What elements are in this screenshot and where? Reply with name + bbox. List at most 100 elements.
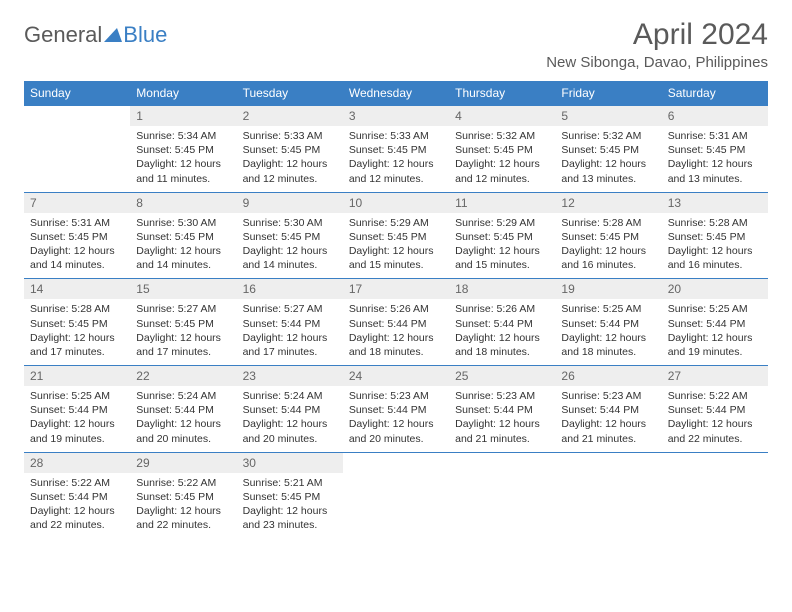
day-day1: Daylight: 12 hours [30, 504, 124, 518]
day-content-cell: Sunrise: 5:28 AMSunset: 5:45 PMDaylight:… [24, 299, 130, 365]
day-content-cell: Sunrise: 5:23 AMSunset: 5:44 PMDaylight:… [343, 386, 449, 452]
day-sunrise: Sunrise: 5:33 AM [349, 129, 443, 143]
day-day1: Daylight: 12 hours [668, 244, 762, 258]
day-content-cell: Sunrise: 5:28 AMSunset: 5:45 PMDaylight:… [662, 213, 768, 279]
day-sunset: Sunset: 5:44 PM [243, 317, 337, 331]
day-sunset: Sunset: 5:44 PM [455, 403, 549, 417]
day-content-cell: Sunrise: 5:21 AMSunset: 5:45 PMDaylight:… [237, 473, 343, 539]
day-sunset: Sunset: 5:45 PM [349, 143, 443, 157]
day-sunset: Sunset: 5:44 PM [243, 403, 337, 417]
day-content-cell: Sunrise: 5:25 AMSunset: 5:44 PMDaylight:… [555, 299, 661, 365]
day-day2: and 17 minutes. [243, 345, 337, 359]
day-sunrise: Sunrise: 5:28 AM [561, 216, 655, 230]
day-sunset: Sunset: 5:45 PM [30, 317, 124, 331]
day-content-cell: Sunrise: 5:27 AMSunset: 5:45 PMDaylight:… [130, 299, 236, 365]
day-sunrise: Sunrise: 5:32 AM [561, 129, 655, 143]
day-day2: and 19 minutes. [668, 345, 762, 359]
day-sunset: Sunset: 5:44 PM [30, 490, 124, 504]
day-day2: and 22 minutes. [136, 518, 230, 532]
day-content-cell: Sunrise: 5:34 AMSunset: 5:45 PMDaylight:… [130, 126, 236, 192]
day-number-cell: 22 [130, 366, 236, 387]
day-header-row: Sunday Monday Tuesday Wednesday Thursday… [24, 81, 768, 106]
day-day1: Daylight: 12 hours [455, 157, 549, 171]
day-sunset: Sunset: 5:44 PM [561, 317, 655, 331]
day-content-cell: Sunrise: 5:30 AMSunset: 5:45 PMDaylight:… [237, 213, 343, 279]
day-content-cell: Sunrise: 5:29 AMSunset: 5:45 PMDaylight:… [449, 213, 555, 279]
day-content-cell: Sunrise: 5:31 AMSunset: 5:45 PMDaylight:… [24, 213, 130, 279]
day-day1: Daylight: 12 hours [136, 244, 230, 258]
day-content-row: Sunrise: 5:31 AMSunset: 5:45 PMDaylight:… [24, 213, 768, 279]
day-sunrise: Sunrise: 5:22 AM [30, 476, 124, 490]
triangle-icon [104, 22, 122, 48]
day-content-cell [449, 473, 555, 539]
day-content-cell [555, 473, 661, 539]
day-number-row: 123456 [24, 106, 768, 127]
day-sunrise: Sunrise: 5:26 AM [455, 302, 549, 316]
day-day1: Daylight: 12 hours [561, 417, 655, 431]
day-day1: Daylight: 12 hours [30, 244, 124, 258]
logo-text-1: General [24, 22, 102, 48]
day-number-cell: 3 [343, 106, 449, 127]
day-sunrise: Sunrise: 5:23 AM [561, 389, 655, 403]
day-number-cell: 6 [662, 106, 768, 127]
day-day2: and 15 minutes. [349, 258, 443, 272]
day-number-cell: 10 [343, 192, 449, 213]
day-number-cell: 30 [237, 452, 343, 473]
day-number-cell: 9 [237, 192, 343, 213]
day-sunset: Sunset: 5:45 PM [136, 490, 230, 504]
day-day2: and 12 minutes. [455, 172, 549, 186]
day-sunset: Sunset: 5:45 PM [243, 490, 337, 504]
day-day2: and 13 minutes. [668, 172, 762, 186]
day-day1: Daylight: 12 hours [455, 244, 549, 258]
day-day1: Daylight: 12 hours [349, 331, 443, 345]
day-sunset: Sunset: 5:44 PM [561, 403, 655, 417]
day-header: Thursday [449, 81, 555, 106]
day-number-cell: 5 [555, 106, 661, 127]
day-number-cell: 18 [449, 279, 555, 300]
day-content-cell: Sunrise: 5:27 AMSunset: 5:44 PMDaylight:… [237, 299, 343, 365]
day-sunset: Sunset: 5:45 PM [668, 230, 762, 244]
day-sunset: Sunset: 5:44 PM [349, 317, 443, 331]
day-number-cell: 4 [449, 106, 555, 127]
day-sunrise: Sunrise: 5:25 AM [561, 302, 655, 316]
day-number-cell: 21 [24, 366, 130, 387]
day-content-cell: Sunrise: 5:22 AMSunset: 5:44 PMDaylight:… [24, 473, 130, 539]
day-day2: and 21 minutes. [561, 432, 655, 446]
day-sunset: Sunset: 5:45 PM [455, 230, 549, 244]
day-day1: Daylight: 12 hours [349, 244, 443, 258]
day-sunrise: Sunrise: 5:23 AM [349, 389, 443, 403]
day-content-cell: Sunrise: 5:25 AMSunset: 5:44 PMDaylight:… [24, 386, 130, 452]
day-content-cell: Sunrise: 5:23 AMSunset: 5:44 PMDaylight:… [449, 386, 555, 452]
day-number-cell: 20 [662, 279, 768, 300]
day-day1: Daylight: 12 hours [243, 244, 337, 258]
day-sunrise: Sunrise: 5:30 AM [243, 216, 337, 230]
day-day1: Daylight: 12 hours [136, 157, 230, 171]
day-sunset: Sunset: 5:45 PM [136, 230, 230, 244]
day-sunrise: Sunrise: 5:30 AM [136, 216, 230, 230]
day-day2: and 23 minutes. [243, 518, 337, 532]
day-sunrise: Sunrise: 5:26 AM [349, 302, 443, 316]
day-number-row: 14151617181920 [24, 279, 768, 300]
day-number-cell: 23 [237, 366, 343, 387]
day-number-cell: 26 [555, 366, 661, 387]
day-sunrise: Sunrise: 5:31 AM [30, 216, 124, 230]
day-number-cell [24, 106, 130, 127]
day-content-cell: Sunrise: 5:30 AMSunset: 5:45 PMDaylight:… [130, 213, 236, 279]
day-sunrise: Sunrise: 5:28 AM [30, 302, 124, 316]
day-day2: and 22 minutes. [668, 432, 762, 446]
day-header: Monday [130, 81, 236, 106]
day-content-row: Sunrise: 5:22 AMSunset: 5:44 PMDaylight:… [24, 473, 768, 539]
day-sunset: Sunset: 5:44 PM [349, 403, 443, 417]
day-day2: and 11 minutes. [136, 172, 230, 186]
day-day2: and 22 minutes. [30, 518, 124, 532]
day-content-cell: Sunrise: 5:32 AMSunset: 5:45 PMDaylight:… [555, 126, 661, 192]
day-sunrise: Sunrise: 5:28 AM [668, 216, 762, 230]
day-sunset: Sunset: 5:45 PM [455, 143, 549, 157]
day-day1: Daylight: 12 hours [136, 417, 230, 431]
day-content-cell: Sunrise: 5:26 AMSunset: 5:44 PMDaylight:… [343, 299, 449, 365]
day-day1: Daylight: 12 hours [668, 331, 762, 345]
day-day2: and 20 minutes. [136, 432, 230, 446]
day-sunset: Sunset: 5:44 PM [455, 317, 549, 331]
day-day2: and 17 minutes. [30, 345, 124, 359]
day-content-cell: Sunrise: 5:31 AMSunset: 5:45 PMDaylight:… [662, 126, 768, 192]
